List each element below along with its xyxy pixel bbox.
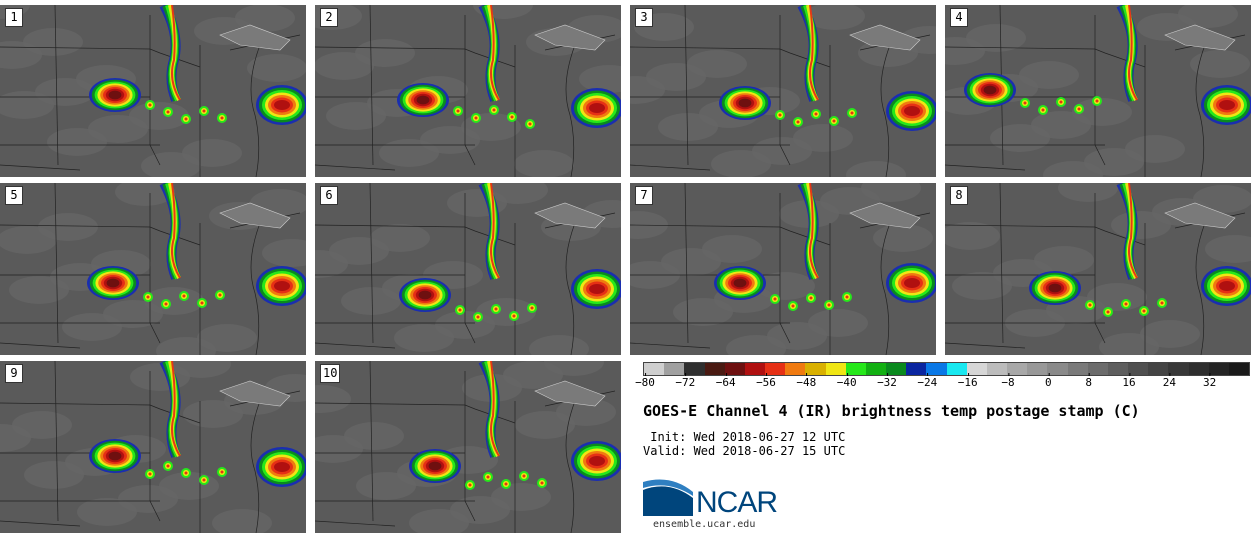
colorbar-swatch <box>724 363 745 375</box>
colorbar-tick-label: −56 <box>756 373 776 389</box>
colorbar-swatch <box>1208 363 1229 375</box>
ncar-logo-text: NCAR <box>696 486 778 519</box>
colorbar-tick-label: 32 <box>1203 373 1217 389</box>
colorbar-swatch <box>744 363 766 375</box>
panel-number: 1 <box>5 8 23 27</box>
colorbar-swatch <box>1228 363 1250 375</box>
forecast-panel-3: 3 <box>630 5 936 177</box>
colorbar-tick-label: 24 <box>1162 373 1176 389</box>
colorbar-swatch <box>1168 363 1189 375</box>
colorbar-swatch <box>886 363 907 375</box>
colorbar-swatch <box>966 363 987 375</box>
figure-title: GOES-E Channel 4 (IR) brightness temp po… <box>643 402 1140 420</box>
colorbar-swatch <box>825 363 846 375</box>
forecast-panel-4: 4 <box>945 5 1251 177</box>
colorbar-swatch <box>644 363 665 375</box>
colorbar-swatch <box>1107 363 1129 375</box>
colorbar-ticks: −80 −72 −64 −56 −48 −40 −32 −24 −16 −8 0 8 16 24 32 <box>635 373 1248 392</box>
panel-number: 4 <box>950 8 968 27</box>
panel-number: 9 <box>5 364 23 383</box>
forecast-panel-7: 7 <box>630 183 936 355</box>
panel-number: 6 <box>320 186 338 205</box>
colorbar-tick-label: −48 <box>796 373 817 389</box>
ir-map <box>630 5 936 177</box>
ir-map <box>945 5 1251 177</box>
panel-number: 3 <box>635 8 653 27</box>
temperature-colorbar <box>643 362 1250 376</box>
forecast-panel-9: 9 <box>0 361 306 533</box>
colorbar-swatch <box>865 363 887 375</box>
init-time: Init: Wed 2018-06-27 12 UTC <box>643 430 846 444</box>
colorbar-swatch <box>1148 363 1169 375</box>
colorbar-tick-label: −32 <box>877 373 897 389</box>
colorbar-swatch <box>664 363 685 375</box>
ir-map <box>0 361 306 533</box>
ir-map <box>315 183 621 355</box>
colorbar-tick-label: 0 <box>1045 373 1052 389</box>
panel-number: 2 <box>320 8 338 27</box>
colorbar-swatch <box>986 363 1008 375</box>
forecast-panel-8: 8 <box>945 183 1251 355</box>
ir-map <box>315 5 621 177</box>
colorbar-swatch <box>845 363 866 375</box>
ir-map <box>0 5 306 177</box>
forecast-panel-10: 10 <box>315 361 621 533</box>
colorbar-swatch <box>1128 363 1149 375</box>
forecast-panel-1: 1 <box>0 5 306 177</box>
colorbar-tick-label: −40 <box>836 373 857 389</box>
ir-map <box>945 183 1251 355</box>
colorbar-swatch <box>684 363 705 375</box>
colorbar-tick-label: 16 <box>1122 373 1136 389</box>
colorbar-swatch <box>1087 363 1108 375</box>
colorbar-swatch <box>765 363 786 375</box>
colorbar-tick-label: −16 <box>957 373 978 389</box>
colorbar-swatch <box>1027 363 1048 375</box>
forecast-panel-2: 2 <box>315 5 621 177</box>
colorbar-swatch <box>1007 363 1028 375</box>
colorbar-swatch <box>1188 363 1209 375</box>
forecast-panel-6: 6 <box>315 183 621 355</box>
logo-url: ensemble.ucar.edu <box>653 519 756 530</box>
colorbar-tick-label: −80 <box>635 373 655 389</box>
colorbar-tick-label: −64 <box>715 373 736 389</box>
panel-number: 5 <box>5 186 23 205</box>
colorbar-tick-label: −72 <box>675 373 696 389</box>
colorbar-tick-label: −8 <box>1001 373 1015 389</box>
colorbar-swatch <box>785 363 806 375</box>
colorbar-tick-label: 8 <box>1085 373 1092 389</box>
colorbar-swatch <box>926 363 947 375</box>
ir-map <box>315 361 621 533</box>
colorbar-swatch <box>946 363 967 375</box>
colorbar-swatch <box>805 363 826 375</box>
colorbar-swatch <box>906 363 927 375</box>
panel-number: 8 <box>950 186 968 205</box>
colorbar-swatch <box>1067 363 1088 375</box>
forecast-panel-5: 5 <box>0 183 306 355</box>
colorbar-swatch <box>704 363 725 375</box>
ir-map <box>630 183 936 355</box>
valid-time: Valid: Wed 2018-06-27 15 UTC <box>643 444 846 458</box>
colorbar-tick-label: −24 <box>917 373 938 389</box>
ir-map <box>0 183 306 355</box>
panel-number: 7 <box>635 186 653 205</box>
colorbar-swatch <box>1047 363 1068 375</box>
ncar-logo-icon <box>643 479 693 516</box>
panel-number: 10 <box>320 364 341 383</box>
